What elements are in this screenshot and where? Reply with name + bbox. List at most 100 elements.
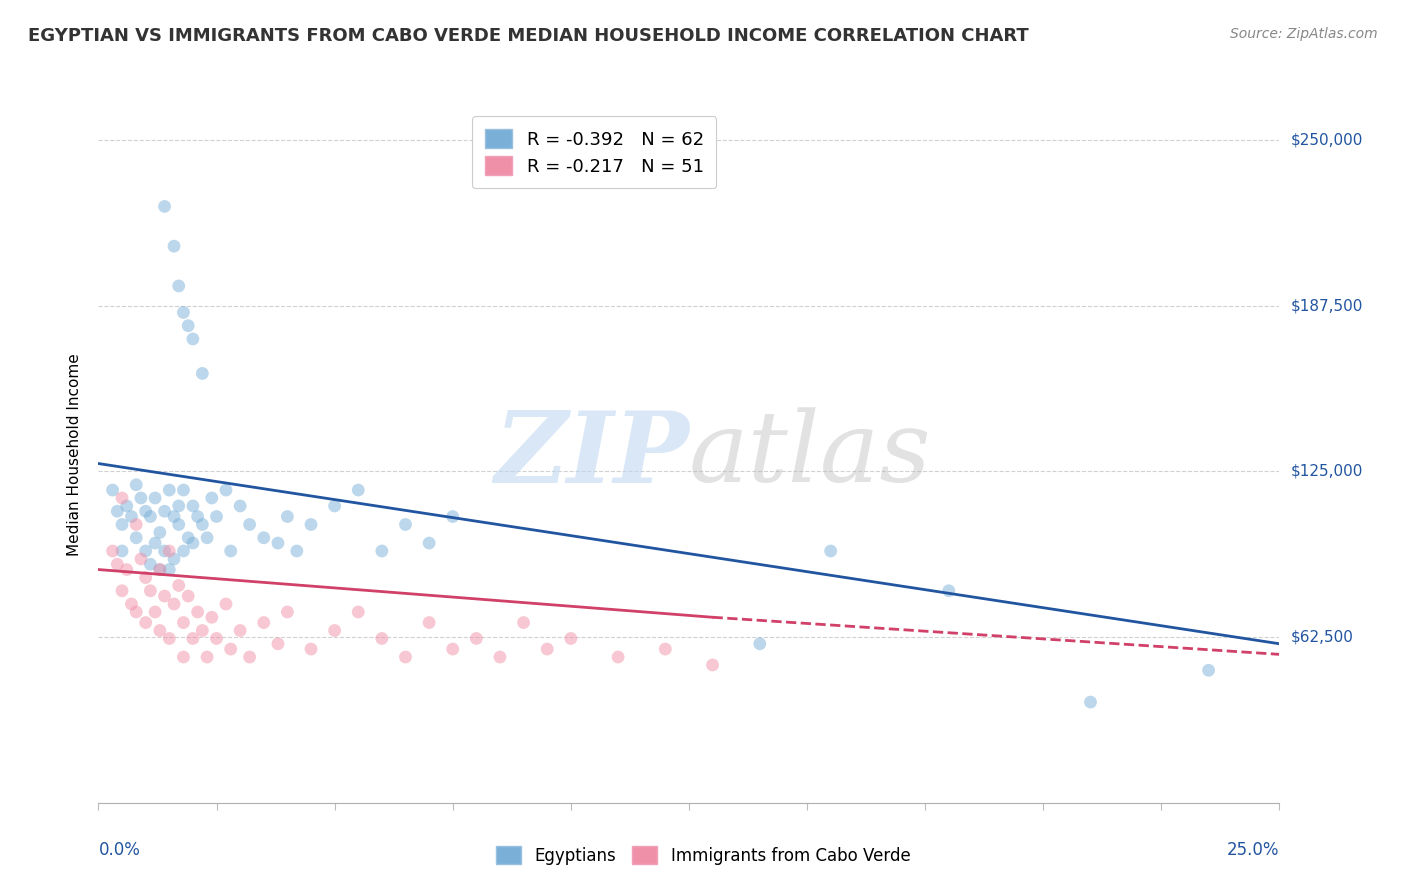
Point [115, 563, 138, 577]
Point [276, 605, 298, 619]
Point [163, 239, 186, 253]
Point [215, 483, 238, 497]
Point [323, 499, 346, 513]
Point [125, 477, 148, 491]
Point [149, 563, 172, 577]
Point [229, 624, 252, 638]
Point [1080, 695, 1102, 709]
Point [347, 483, 370, 497]
Point [135, 544, 157, 558]
Point [129, 491, 152, 505]
Legend: R = -0.392   N = 62, R = -0.217   N = 51: R = -0.392 N = 62, R = -0.217 N = 51 [472, 116, 717, 188]
Point [101, 483, 124, 497]
Text: 0.0%: 0.0% [98, 841, 141, 859]
Point [111, 583, 134, 598]
Point [167, 279, 190, 293]
Point [181, 536, 204, 550]
Point [167, 499, 190, 513]
Point [187, 509, 209, 524]
Point [465, 632, 488, 646]
Point [181, 632, 204, 646]
Point [276, 509, 298, 524]
Point [205, 509, 228, 524]
Point [163, 552, 186, 566]
Text: $250,000: $250,000 [1291, 133, 1362, 148]
Point [201, 491, 224, 505]
Point [111, 491, 134, 505]
Point [1198, 663, 1220, 677]
Text: atlas: atlas [689, 408, 932, 502]
Point [121, 597, 143, 611]
Point [129, 552, 152, 566]
Point [153, 504, 176, 518]
Point [181, 332, 204, 346]
Point [172, 650, 194, 665]
Point [253, 615, 276, 630]
Point [135, 504, 157, 518]
Point [125, 517, 148, 532]
Point [143, 491, 166, 505]
Point [149, 563, 172, 577]
Point [157, 632, 180, 646]
Text: $187,500: $187,500 [1291, 298, 1362, 313]
Point [441, 509, 464, 524]
Point [215, 597, 238, 611]
Point [167, 517, 190, 532]
Point [172, 305, 194, 319]
Point [187, 605, 209, 619]
Point [205, 632, 228, 646]
Point [111, 517, 134, 532]
Point [418, 615, 440, 630]
Point [143, 536, 166, 550]
Point [938, 583, 960, 598]
Point [371, 544, 394, 558]
Point [347, 605, 370, 619]
Point [820, 544, 842, 558]
Point [105, 504, 128, 518]
Point [219, 642, 242, 657]
Point [323, 624, 346, 638]
Point [702, 657, 724, 672]
Point [219, 544, 242, 558]
Text: 25.0%: 25.0% [1227, 841, 1279, 859]
Point [149, 624, 172, 638]
Point [489, 650, 512, 665]
Point [135, 615, 157, 630]
Point [163, 597, 186, 611]
Point [139, 509, 162, 524]
Point [143, 605, 166, 619]
Point [139, 583, 162, 598]
Y-axis label: Median Household Income: Median Household Income [67, 353, 83, 557]
Point [163, 509, 186, 524]
Point [441, 642, 464, 657]
Text: Source: ZipAtlas.com: Source: ZipAtlas.com [1230, 27, 1378, 41]
Point [153, 199, 176, 213]
Point [299, 517, 322, 532]
Point [157, 544, 180, 558]
Text: $62,500: $62,500 [1291, 630, 1354, 645]
Point [153, 589, 176, 603]
Text: ZIP: ZIP [494, 407, 689, 503]
Point [153, 544, 176, 558]
Point [125, 605, 148, 619]
Point [536, 642, 558, 657]
Point [121, 509, 143, 524]
Point [177, 318, 200, 333]
Text: $125,000: $125,000 [1291, 464, 1362, 479]
Point [177, 589, 200, 603]
Point [418, 536, 440, 550]
Point [239, 650, 262, 665]
Point [172, 483, 194, 497]
Point [371, 632, 394, 646]
Text: EGYPTIAN VS IMMIGRANTS FROM CABO VERDE MEDIAN HOUSEHOLD INCOME CORRELATION CHART: EGYPTIAN VS IMMIGRANTS FROM CABO VERDE M… [28, 27, 1029, 45]
Point [181, 499, 204, 513]
Point [135, 570, 157, 584]
Point [267, 637, 290, 651]
Point [239, 517, 262, 532]
Point [139, 558, 162, 572]
Point [157, 483, 180, 497]
Point [157, 563, 180, 577]
Point [654, 642, 676, 657]
Legend: Egyptians, Immigrants from Cabo Verde: Egyptians, Immigrants from Cabo Verde [485, 836, 921, 875]
Point [105, 558, 128, 572]
